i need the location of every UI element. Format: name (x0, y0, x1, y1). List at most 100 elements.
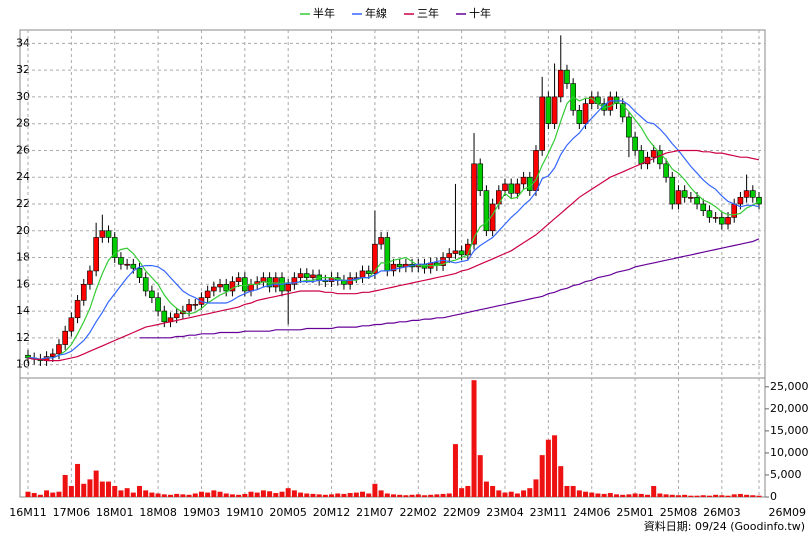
volume-bar (589, 492, 595, 497)
volume-bar (335, 493, 341, 497)
volume-tick-label: 5,000 (770, 468, 802, 481)
volume-bar (37, 494, 43, 497)
x-tick-label: 26M03 (703, 506, 741, 519)
candle-body (378, 237, 384, 245)
volume-bar (378, 490, 384, 497)
volume-bar (595, 493, 601, 497)
y-tick-label: 28 (16, 117, 30, 130)
candle-body (248, 284, 254, 292)
volume-bar (620, 494, 626, 497)
candle-body (539, 96, 545, 151)
volume-bar (75, 463, 81, 497)
volume-bar (545, 439, 551, 497)
legend-label: 半年 (313, 6, 335, 20)
candle-body (242, 277, 248, 292)
volume-bar (539, 455, 545, 497)
candle-body (626, 116, 632, 138)
candle-body (743, 190, 750, 198)
candle-body (719, 217, 725, 225)
volume-bar (452, 444, 458, 497)
volume-bar (112, 485, 118, 497)
volume-tick-label: 20,000 (770, 402, 808, 415)
volume-bar (236, 494, 242, 497)
volume-bar (106, 481, 112, 497)
candle-body (700, 203, 707, 211)
volume-bar (527, 488, 533, 497)
volume-bar (248, 491, 254, 497)
volume-bar (180, 494, 186, 497)
volume-bar (316, 494, 322, 497)
volume-bar (533, 479, 539, 497)
x-tick-label: 26M09 (769, 506, 807, 519)
volume-bar (93, 470, 99, 497)
x-tick-label: 18M08 (139, 506, 177, 519)
candle-body (118, 257, 124, 265)
volume-bar (514, 493, 520, 497)
volume-tick-label: 10,000 (770, 446, 808, 459)
volume-bar (490, 485, 496, 497)
volume-bar (118, 490, 124, 497)
y-tick-label: 32 (16, 63, 30, 76)
candle-body (694, 197, 700, 205)
volume-bar (632, 493, 638, 497)
candle-body (56, 344, 62, 355)
candle-body (192, 304, 199, 306)
candle-body (632, 136, 638, 151)
volume-bar (25, 491, 31, 497)
volume-bar (198, 491, 204, 497)
candle-body (62, 330, 68, 345)
candle-body (173, 313, 180, 319)
volume-bar (626, 494, 632, 497)
volume-tick-label: 0 (770, 490, 777, 503)
volume-bar (651, 485, 657, 497)
candle-body (545, 96, 552, 124)
candle-body (303, 273, 310, 278)
candle-body (80, 284, 87, 301)
volume-bar (644, 494, 650, 497)
candle-body (124, 263, 130, 266)
candle-body (725, 217, 731, 225)
volume-bar (737, 493, 743, 497)
volume-bar (267, 491, 273, 497)
candle-body (229, 281, 236, 292)
volume-bar (756, 495, 762, 497)
x-tick-label: 17M06 (53, 506, 91, 519)
legend-label: 十年 (469, 6, 491, 20)
volume-bar (143, 490, 149, 497)
volume-bar (428, 494, 434, 497)
candle-body (111, 237, 118, 258)
candle-body (68, 317, 75, 332)
volume-bar (217, 491, 223, 497)
candle-body (93, 237, 99, 272)
candle-body (675, 190, 682, 205)
candle-body (533, 150, 539, 191)
y-tick-label: 26 (16, 143, 30, 156)
candle-body (712, 217, 719, 219)
ma-line (28, 100, 760, 360)
ma-line (139, 238, 760, 339)
y-tick-label: 14 (16, 304, 30, 317)
volume-bar (155, 493, 161, 497)
volume-bar (496, 490, 502, 497)
y-tick-label: 10 (16, 358, 30, 371)
x-tick-label: 18M01 (96, 506, 134, 519)
volume-bar (558, 466, 564, 497)
candle-body (564, 69, 570, 84)
volume-bar (508, 491, 514, 497)
x-tick-label: 16M11 (9, 506, 47, 519)
volume-bar (713, 494, 719, 497)
volume-bar (719, 495, 725, 497)
volume-bar (434, 494, 440, 497)
volume-bar (149, 492, 155, 497)
y-tick-label: 34 (16, 36, 30, 49)
x-tick-label: 20M05 (269, 506, 307, 519)
legend-label: 年線 (365, 6, 387, 20)
volume-bar (31, 493, 37, 497)
candle-body (211, 286, 217, 292)
candle-body (514, 183, 521, 194)
volume-bar (421, 495, 427, 497)
volume-bar (68, 485, 74, 497)
candle-body (650, 150, 657, 158)
candle-body (446, 253, 453, 258)
